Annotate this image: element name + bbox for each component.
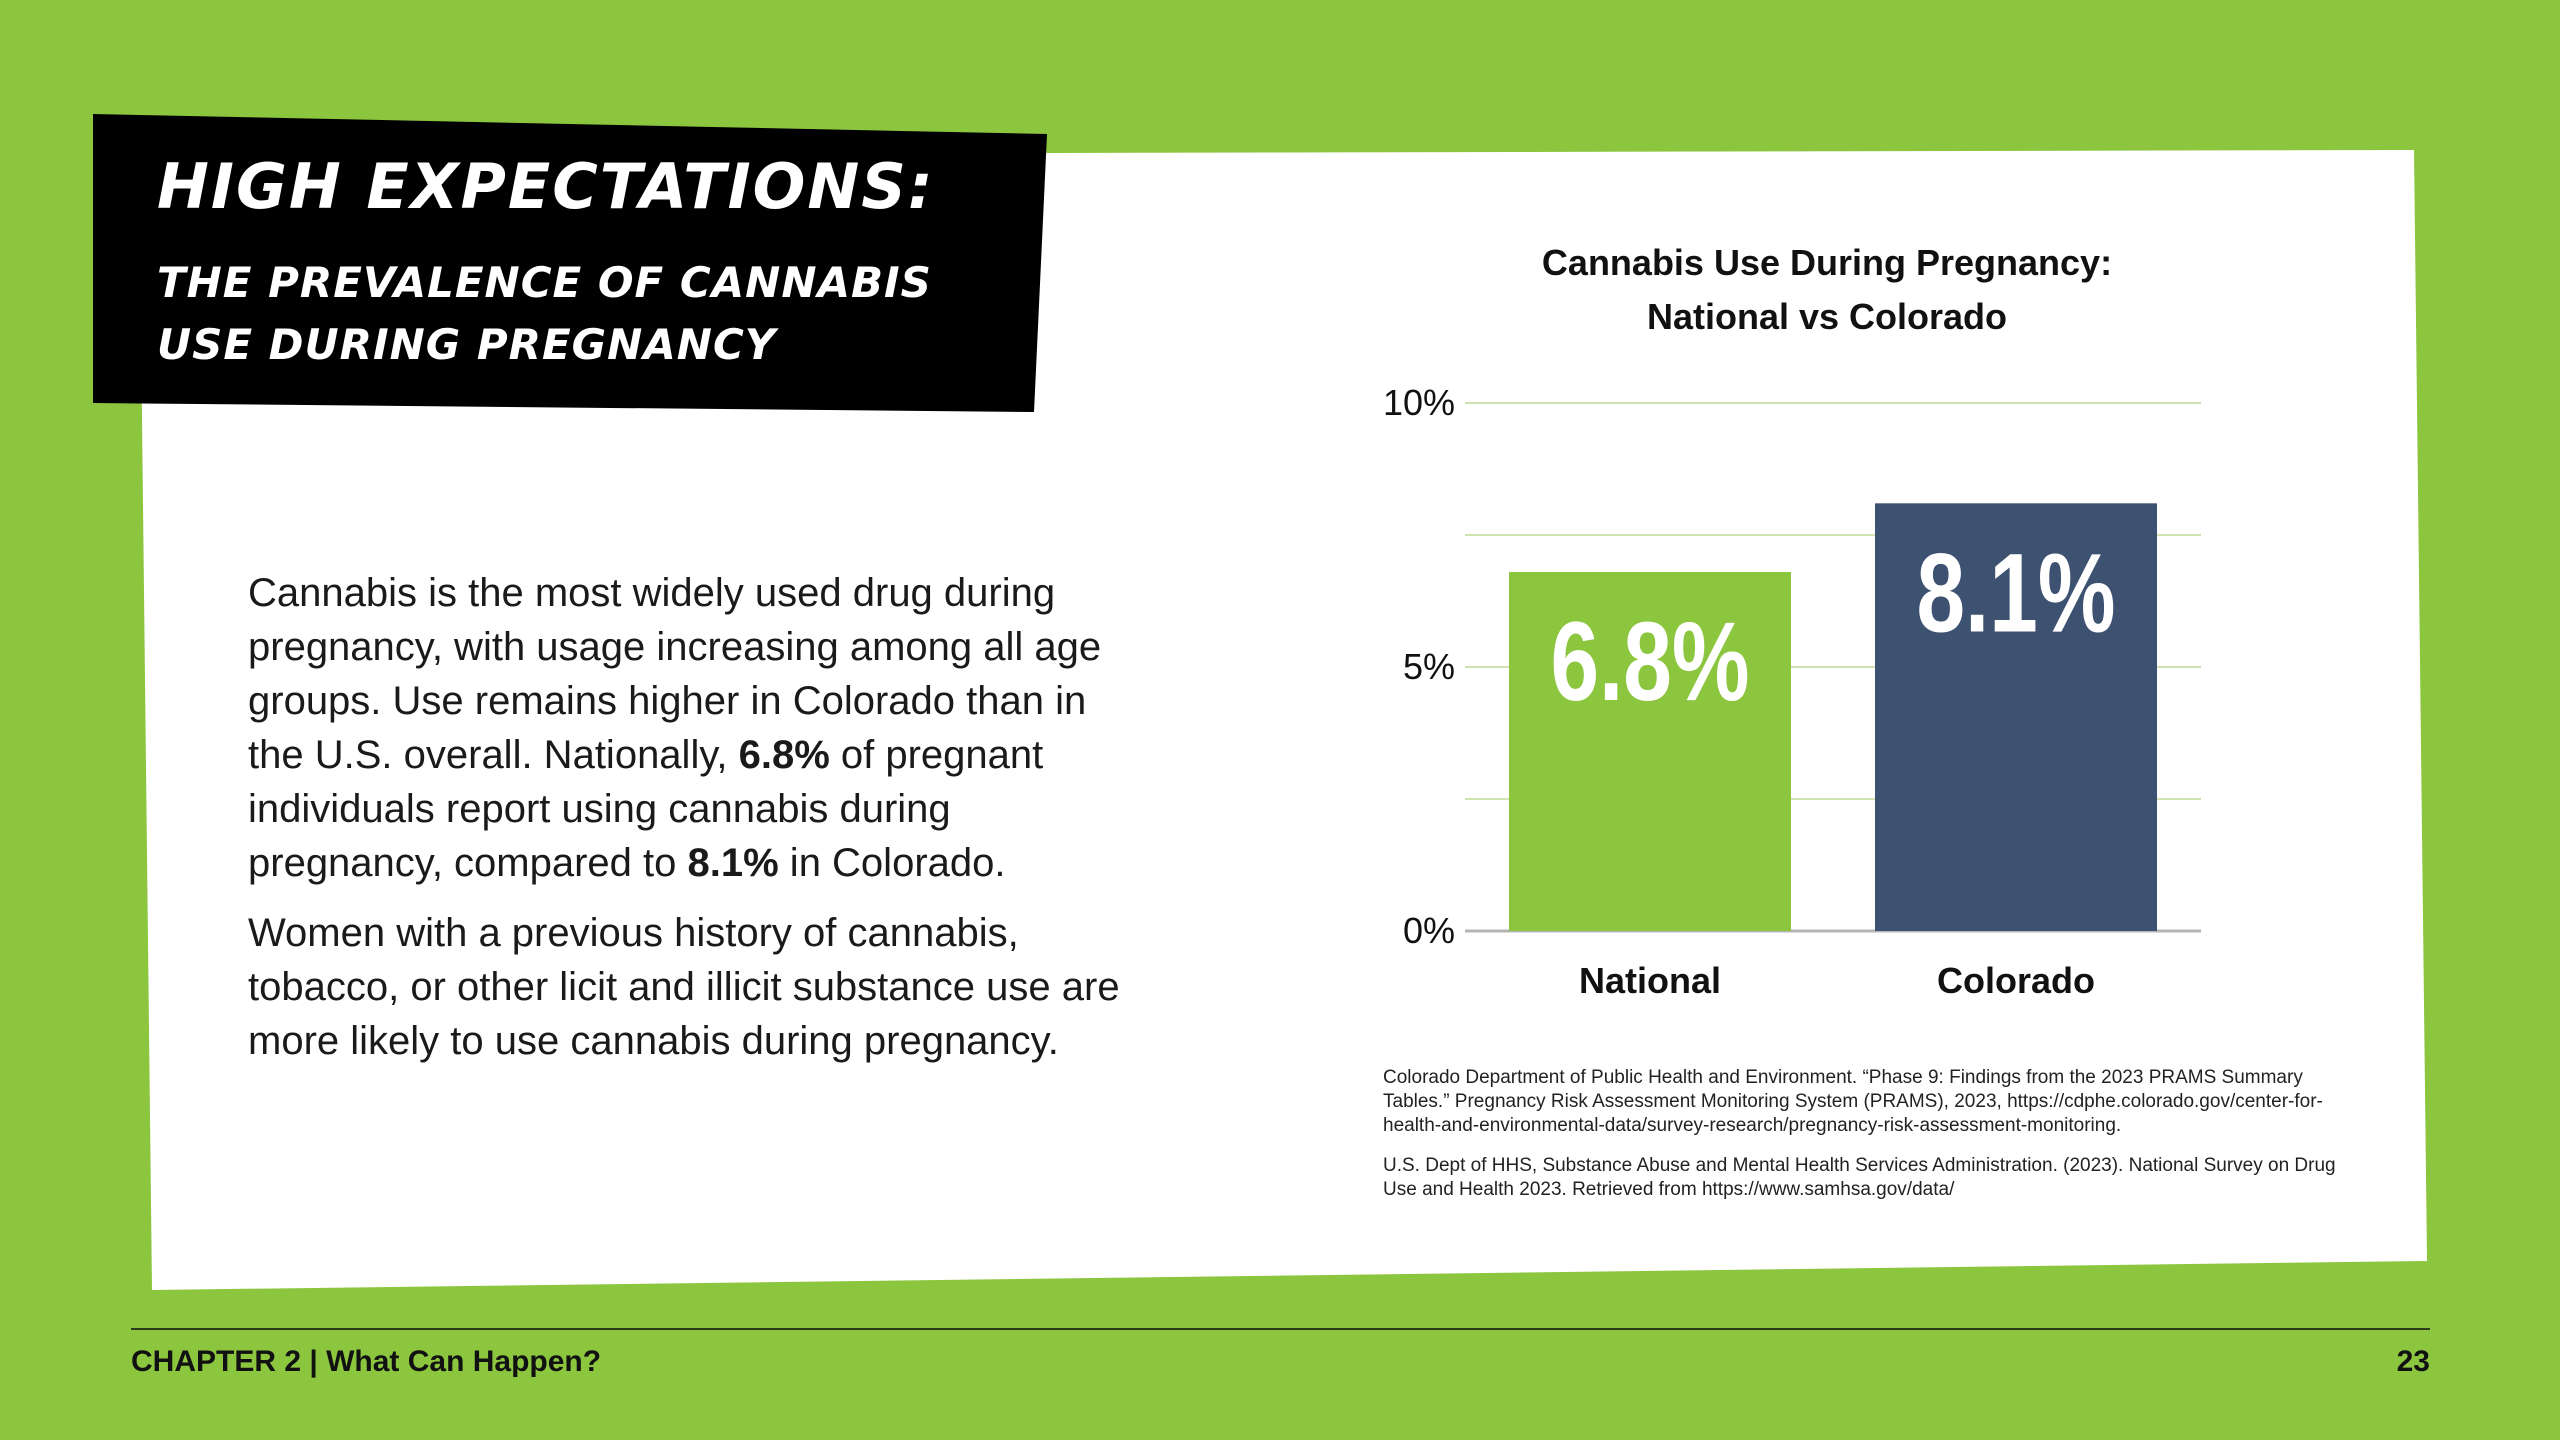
- content-card: [139, 150, 2427, 1290]
- bold-text: 8.1%: [687, 841, 779, 885]
- source-citation: U.S. Dept of HHS, Substance Abuse and Me…: [1383, 1155, 2336, 1200]
- sources: Colorado Department of Public Health and…: [1383, 1066, 2343, 1218]
- text-run: Cannabis is the most widely used drug du…: [248, 571, 1102, 777]
- y-tick-label: 5%: [1403, 646, 1455, 687]
- chart-title: Cannabis Use During Pregnancy: National …: [1541, 242, 2113, 337]
- bar-chart: 0% 5% 10% 6.8% National 8.1% Colorado: [1383, 382, 2201, 1001]
- x-tick-label: National: [1579, 960, 1721, 1001]
- value-label: 8.1%: [1916, 531, 2115, 656]
- bar: [1509, 571, 1791, 931]
- paragraph: Women with a previous history of cannabi…: [248, 906, 1148, 1068]
- footer-chapter: CHAPTER 2 | What Can Happen?: [131, 1345, 602, 1378]
- source-citation: Colorado Department of Public Health and…: [1383, 1067, 2323, 1136]
- text-run: of pregnant individuals report using can…: [248, 733, 1044, 885]
- body-text: Cannabis is the most widely used drug du…: [248, 566, 1148, 1084]
- y-tick-label: 10%: [1383, 382, 1455, 423]
- bar: [1875, 503, 2157, 931]
- page-title: High Expectations:: [157, 150, 935, 223]
- page-subtitle: The Prevalence of Cannabis Use During Pr…: [157, 258, 932, 369]
- bold-text: 6.8%: [738, 733, 830, 777]
- value-label: 6.8%: [1550, 600, 1749, 725]
- text-run: Women with a previous history of cannabi…: [248, 911, 1120, 1063]
- text-run: in Colorado.: [778, 841, 1006, 885]
- y-tick-label: 0%: [1403, 910, 1455, 951]
- page-number: 23: [2396, 1345, 2430, 1378]
- title-banner: [93, 114, 1047, 412]
- x-tick-label: Colorado: [1937, 960, 2095, 1001]
- paragraph: Cannabis is the most widely used drug du…: [248, 566, 1148, 890]
